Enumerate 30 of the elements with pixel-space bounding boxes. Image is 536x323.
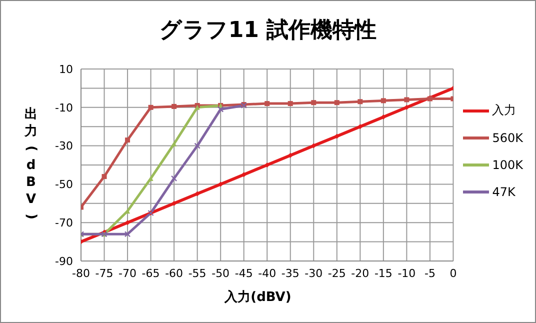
y-tick-label: 10: [59, 62, 73, 76]
x-tick-label: -80: [72, 266, 90, 280]
x-axis-title: 入力(dBV): [223, 288, 292, 306]
x-tick-label: -50: [212, 266, 230, 280]
x-tick-label: -60: [165, 266, 184, 280]
x-tick-label: -45: [234, 266, 253, 280]
x-tick-label: -30: [304, 266, 323, 280]
x-tick-label: -40: [258, 266, 276, 280]
x-tick-label: -35: [281, 266, 300, 280]
y-tick-label: -70: [55, 216, 73, 230]
x-tick-label: -25: [328, 266, 346, 280]
x-tick-label: -70: [118, 266, 137, 280]
x-tick-label: -75: [95, 266, 114, 280]
x-tick-label: -5: [424, 266, 436, 280]
legend-label: 100K: [492, 158, 523, 172]
y-tick-label: -50: [55, 178, 73, 192]
y-tick-label: -90: [55, 254, 73, 268]
y-axis-title: 出力(dBV): [22, 106, 40, 222]
legend-label: 47K: [492, 184, 516, 198]
x-tick-label: -20: [351, 266, 370, 280]
x-tick-label: -10: [398, 266, 416, 280]
x-tick-label: -15: [374, 266, 392, 280]
y-tick-label: -10: [55, 101, 73, 114]
legend-label: 入力: [492, 102, 516, 119]
chart-title: グラフ11 試作機特性: [158, 17, 378, 45]
legend-label: 560K: [492, 130, 523, 144]
x-tick-label: -55: [188, 266, 206, 280]
y-tick-label: -30: [55, 140, 73, 153]
x-tick-label: 0: [450, 266, 457, 280]
x-tick-label: -65: [142, 266, 160, 280]
